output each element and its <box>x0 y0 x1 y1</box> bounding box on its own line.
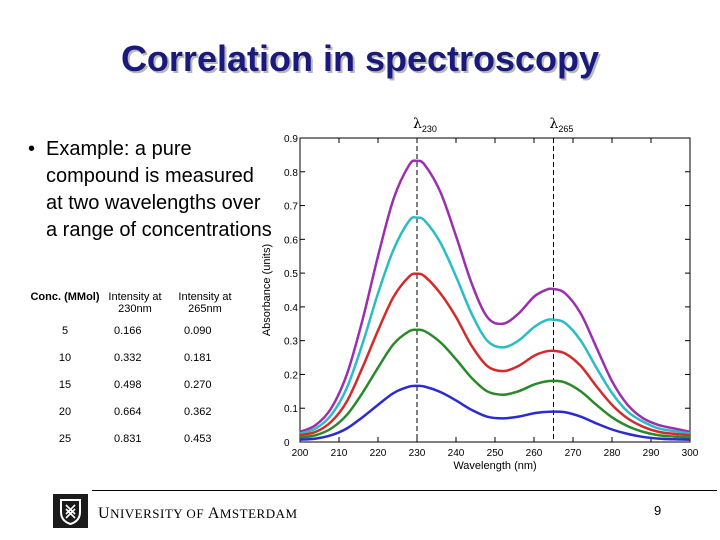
table-cell: 0.498 <box>114 379 142 391</box>
table-header-265: Intensity at 265nm <box>178 291 232 315</box>
table-cell: 0.270 <box>184 379 212 391</box>
page-title: Correlation in spectroscopy <box>120 38 600 79</box>
y-tick-label: 0.5 <box>284 269 298 280</box>
university-crest-icon <box>60 499 81 526</box>
table-header-conc: Conc. (MMol) <box>30 291 100 303</box>
table-row: 15 0.498 0.270 <box>30 379 240 406</box>
plot-frame <box>299 137 691 443</box>
x-tick-label: 230 <box>409 448 426 459</box>
university-logo <box>53 494 88 528</box>
y-tick-label: 0 <box>284 438 290 449</box>
y-tick-label: 0.8 <box>284 168 298 179</box>
table-cell: 10 <box>58 352 72 364</box>
table-cell: 0.453 <box>184 433 212 445</box>
series-line <box>299 328 691 439</box>
table-cell: 0.332 <box>114 352 142 364</box>
wavelength-annotation: λ265 <box>550 116 574 134</box>
table-cell: 0.181 <box>184 352 212 364</box>
wavelength-annotation: λ230 <box>413 116 437 134</box>
table-row: 5 0.166 0.090 <box>30 325 240 352</box>
table-cell: 0.831 <box>114 433 142 445</box>
bullet-point: • Example: a pure compound is measured a… <box>28 136 273 244</box>
x-tick-label: 250 <box>487 448 504 459</box>
y-tick-label: 0.7 <box>284 202 298 213</box>
y-tick-label: 0.1 <box>284 404 298 415</box>
x-tick-label: 210 <box>331 448 348 459</box>
table-row: 25 0.831 0.453 <box>30 433 240 460</box>
y-tick-label: 0.6 <box>284 235 298 246</box>
lambda-subscript: 265 <box>558 124 573 134</box>
y-tick-label: 0.4 <box>284 303 298 314</box>
series-line <box>299 159 691 434</box>
bullet-marker: • <box>28 138 36 160</box>
x-tick-label: 200 <box>292 448 309 459</box>
y-tick-label: 0.3 <box>284 337 298 348</box>
table-cell: 25 <box>58 433 72 445</box>
table-cell: 0.664 <box>114 406 142 418</box>
y-tick-label: 0.2 <box>284 370 298 381</box>
series-line <box>299 384 691 441</box>
x-tick-label: 270 <box>565 448 582 459</box>
lambda-symbol: λ <box>413 116 422 132</box>
table-cell: 0.362 <box>184 406 212 418</box>
x-tick-label: 300 <box>682 448 699 459</box>
concentration-table: Conc. (MMol) Intensity at 230nm Intensit… <box>30 287 240 460</box>
lambda-subscript: 230 <box>422 124 437 134</box>
table-row: 20 0.664 0.362 <box>30 406 240 433</box>
y-tick-label: 0.9 <box>284 134 298 145</box>
footer-divider <box>92 490 717 491</box>
y-axis-label: Absorbance (units) <box>261 244 273 336</box>
table-row: 10 0.332 0.181 <box>30 352 240 379</box>
table-cell: 0.090 <box>184 325 212 337</box>
table-cell: 5 <box>61 325 69 337</box>
table-cell: 15 <box>58 379 72 391</box>
page-number: 9 <box>654 503 662 518</box>
x-tick-label: 280 <box>604 448 621 459</box>
table-cell: 0.166 <box>114 325 142 337</box>
table-header-230: Intensity at 230nm <box>108 291 162 315</box>
table-header-row: Conc. (MMol) Intensity at 230nm Intensit… <box>30 287 240 325</box>
university-name: UNIVERSITY OF AMSTERDAM <box>98 505 298 522</box>
x-axis-label: Wavelength (nm) <box>453 460 536 472</box>
x-tick-label: 290 <box>643 448 660 459</box>
table-cell: 20 <box>58 406 72 418</box>
lambda-symbol: λ <box>550 116 559 132</box>
bullet-text: Example: a pure compound is measured at … <box>46 138 272 241</box>
series-line <box>299 216 691 435</box>
x-tick-label: 220 <box>370 448 387 459</box>
x-tick-label: 260 <box>526 448 543 459</box>
x-tick-label: 240 <box>448 448 465 459</box>
series-line <box>299 272 691 437</box>
